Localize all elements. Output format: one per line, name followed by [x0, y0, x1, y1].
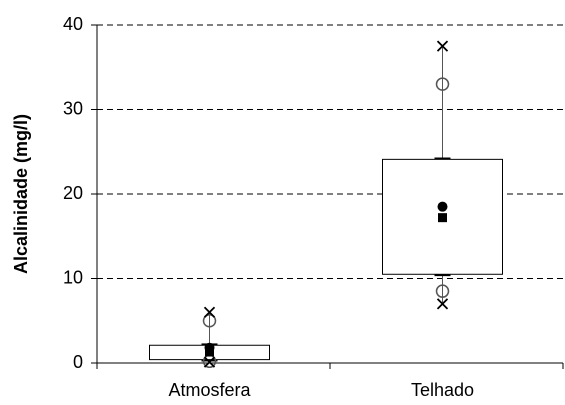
extreme-marker [203, 306, 216, 318]
percentile-marker [435, 77, 450, 91]
extreme-marker [436, 40, 449, 52]
mean-marker [204, 342, 215, 353]
y-tick-label: 40 [63, 14, 83, 34]
extreme-marker [203, 356, 216, 368]
x-tick-label: Atmosfera [168, 380, 251, 400]
mean-marker [437, 201, 448, 212]
extreme-marker [436, 298, 449, 310]
y-tick-label: 30 [63, 98, 83, 118]
percentile-marker [435, 284, 450, 298]
median-marker [438, 213, 447, 223]
percentile-marker [202, 314, 217, 328]
y-tick-label: 10 [63, 267, 83, 287]
y-tick-label: 20 [63, 183, 83, 203]
x-tick-label: Telhado [411, 380, 474, 400]
y-tick-label: 0 [73, 352, 83, 372]
y-axis-label: Alcalinidade (mg/l) [11, 114, 31, 274]
